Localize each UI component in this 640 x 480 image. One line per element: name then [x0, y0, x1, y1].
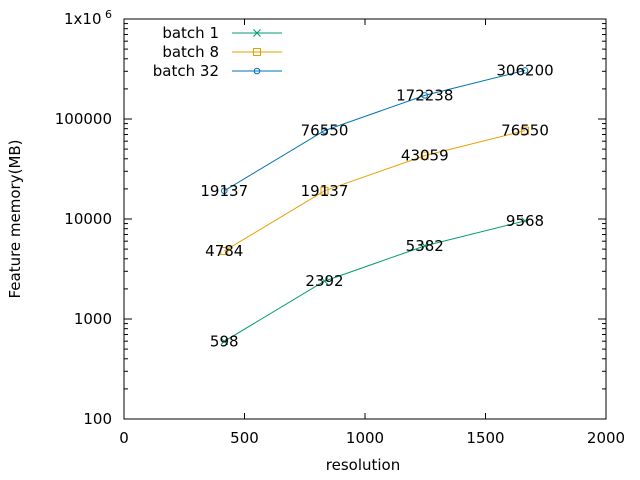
data-point-marker [253, 48, 261, 56]
data-label: 76550 [301, 122, 349, 140]
x-axis: 0 500 1000 1500 2000 [119, 19, 625, 447]
series-line [223, 130, 526, 252]
data-point-marker [420, 151, 429, 160]
data-point-marker [220, 247, 229, 256]
data-label: 598 [210, 332, 239, 350]
data-point-marker [320, 277, 329, 285]
data-label: 9568 [506, 212, 544, 230]
data-point-marker [220, 187, 228, 195]
legend-label: batch 1 [162, 24, 219, 42]
x-tick-label: 1000 [346, 429, 384, 447]
y-tick-label: 1x10 6 [64, 8, 112, 28]
data-point-marker [253, 29, 261, 37]
data-point-marker [253, 67, 261, 75]
data-point-marker [521, 67, 529, 74]
data-label: 43059 [401, 147, 449, 165]
series-layer: 598 2392 5382 9568 4784 19137 43059 76550 19137 7… [200, 61, 553, 350]
data-label: 172238 [396, 86, 453, 104]
y-tick-label: 100000 [55, 110, 112, 128]
y-tick-exponent: 6 [102, 8, 113, 21]
data-point-marker [421, 92, 429, 99]
x-tick-label: 2000 [587, 429, 625, 447]
data-label: 76550 [501, 122, 549, 140]
data-point-marker [320, 186, 329, 195]
x-tick-label: 0 [119, 429, 129, 447]
data-point-marker [220, 337, 229, 346]
x-axis-label: resolution [326, 456, 400, 474]
legend-label: batch 32 [153, 62, 219, 80]
series-batch-8: 4784 19137 43059 76550 [205, 122, 549, 260]
data-point-marker [521, 126, 530, 135]
data-label: 19137 [200, 182, 248, 200]
series-line [223, 220, 526, 342]
y-tick-label: 1000 [74, 310, 112, 328]
data-label: 4784 [205, 242, 243, 260]
data-label: 306200 [496, 61, 553, 79]
data-label: 19137 [301, 182, 349, 200]
y-tick-label: 10000 [64, 210, 112, 228]
x-tick-label: 500 [230, 429, 259, 447]
data-label: 5382 [406, 237, 444, 255]
data-point-marker [420, 242, 429, 250]
y-tick-label: 100 [83, 410, 112, 428]
data-point-marker [321, 127, 328, 134]
data-point-marker [521, 217, 529, 225]
y-axis-label: Feature memory(MB) [6, 139, 24, 298]
y-axis: 100 1000 10000 100000 1x10 6 [55, 8, 606, 428]
x-tick-label: 1500 [466, 429, 504, 447]
data-label: 2392 [305, 272, 343, 290]
legend-label: batch 8 [162, 43, 219, 61]
series-batch-32: 19137 76550 172238 306200 [200, 61, 553, 199]
series-batch-1: 598 2392 5382 9568 [210, 212, 544, 350]
series-line [223, 69, 526, 192]
